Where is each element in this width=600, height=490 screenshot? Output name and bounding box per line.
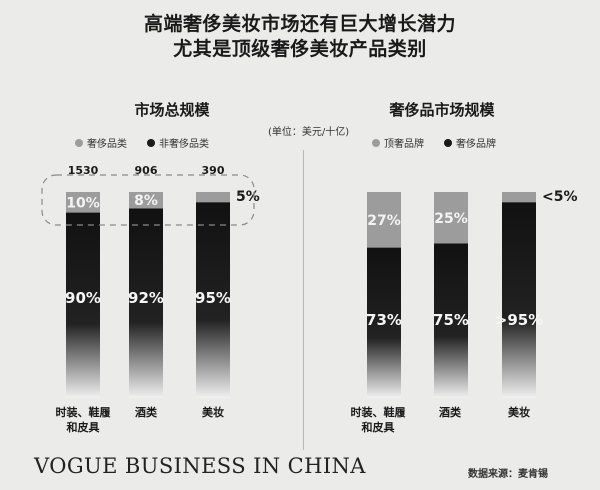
bar-segment-0-0-top [66,192,100,213]
right-legend: 顶奢品牌 奢侈品牌 [372,135,496,150]
total-label-1: 906 [135,164,158,177]
bar-segment-0-0-bottom [66,212,100,398]
highlight-dashed-box [41,174,255,226]
right-panel-title: 奢侈品市场规模 [389,101,495,119]
left-category-label-2: 美妆 [202,406,224,419]
legend-label-top-luxury: 顶奢品牌 [384,139,424,150]
title-line-1: 高端奢侈美妆市场还有巨大增长潜力 [143,13,456,35]
data-label-1-2-top: <5% [542,189,578,205]
legend-swatch-luxury [75,138,83,147]
bar-segment-1-0-bottom [367,247,401,398]
panel-divider [303,150,304,450]
right-category-label-0: 时装、鞋履 和皮具 [350,406,406,434]
data-label-1-1-bottom: 75% [433,311,469,329]
source-note: 数据来源：麦肯锡 [468,469,548,480]
left-category-label-0: 时装、鞋履 和皮具 [55,406,111,434]
legend-label-luxury-brand: 奢侈品牌 [456,139,496,150]
chart-title: 高端奢侈美妆市场还有巨大增长潜力 尤其是顶级奢侈美妆产品类别 [0,12,600,62]
left-panel-title: 市场总规模 [134,101,210,119]
bar-segment-1-1-top [434,192,468,244]
total-label-2: 390 [202,164,225,177]
right-category-label-2: 美妆 [508,406,530,419]
bar-segment-1-1-bottom [434,243,468,398]
right-category-label-1: 酒类 [439,406,461,419]
data-label-0-2-top: 5% [236,189,260,205]
data-label-1-0-bottom: 73% [366,311,402,329]
bar-segment-0-1-top [129,192,163,209]
title-line-2: 尤其是顶级奢侈美妆产品类别 [173,38,427,60]
legend-label-luxury: 奢侈品类 [87,139,127,150]
bar-segment-0-2-top [196,192,230,203]
legend-swatch-luxury-brand [444,138,452,147]
brand-wordmark: VOGUE BUSINESS IN CHINA [34,454,366,478]
data-label-0-1-bottom: 92% [128,289,164,307]
data-label-0-0-bottom: 90% [65,289,101,307]
legend-label-non-luxury: 非奢侈品类 [159,139,209,150]
data-label-1-0-top: 27% [367,213,401,229]
left-legend: 奢侈品类 非奢侈品类 [75,135,209,150]
data-label-0-2-bottom: 95% [195,289,231,307]
data-label-0-0-top: 10% [66,195,100,211]
bar-segment-0-1-bottom [129,208,163,398]
total-label-0: 1530 [68,164,99,177]
legend-swatch-top-luxury [372,138,380,147]
data-label-1-2-bottom: >95% [495,311,543,329]
bar-segment-1-0-top [367,192,401,248]
bar-segment-1-2-top [502,192,536,203]
data-label-1-1-top: 25% [434,211,468,227]
bar-segment-1-2-bottom [502,202,536,398]
unit-label: (单位：美元/十亿) [268,127,350,138]
left-category-label-1: 酒类 [135,406,157,419]
bar-segment-0-2-bottom [196,202,230,398]
data-label-0-1-top: 8% [134,193,158,209]
legend-swatch-non-luxury [147,138,155,147]
